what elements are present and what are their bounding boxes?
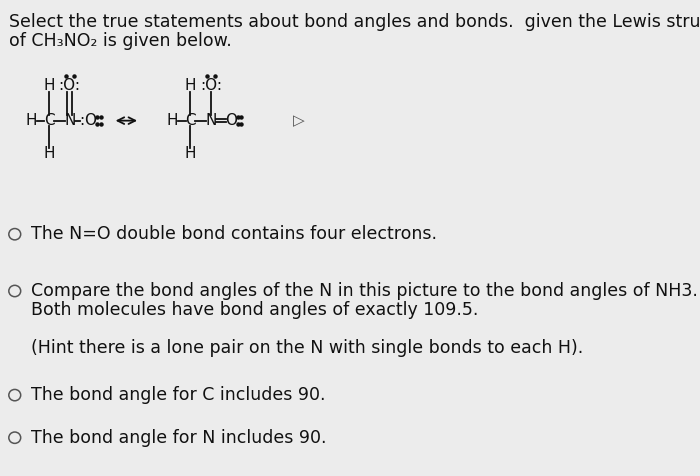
Text: H: H (25, 113, 37, 128)
Text: :O:: :O: (199, 78, 222, 93)
Text: H: H (185, 78, 196, 93)
Text: of CH₃NO₂ is given below.: of CH₃NO₂ is given below. (9, 32, 232, 50)
Text: The bond angle for N includes 90.: The bond angle for N includes 90. (31, 429, 327, 446)
Text: :: : (79, 113, 84, 128)
Text: ▷: ▷ (293, 113, 304, 128)
Text: (Hint there is a lone pair on the N with single bonds to each H).: (Hint there is a lone pair on the N with… (31, 339, 583, 357)
Text: H: H (185, 146, 196, 161)
Text: O: O (85, 113, 97, 128)
Text: C: C (186, 113, 196, 128)
Text: C: C (44, 113, 55, 128)
Text: O: O (225, 113, 237, 128)
Text: N: N (64, 113, 76, 128)
Text: Both molecules have bond angles of exactly 109.5.: Both molecules have bond angles of exact… (31, 301, 479, 319)
Text: Compare the bond angles of the N in this picture to the bond angles of NH3.: Compare the bond angles of the N in this… (31, 282, 698, 300)
Text: The N=O double bond contains four electrons.: The N=O double bond contains four electr… (31, 225, 437, 243)
Text: H: H (43, 78, 55, 93)
Text: The bond angle for C includes 90.: The bond angle for C includes 90. (31, 386, 326, 404)
Text: N: N (205, 113, 216, 128)
Text: H: H (167, 113, 178, 128)
Text: H: H (43, 146, 55, 161)
Text: Select the true statements about bond angles and bonds.  given the Lewis structu: Select the true statements about bond an… (9, 13, 700, 31)
Text: :O:: :O: (59, 78, 80, 93)
